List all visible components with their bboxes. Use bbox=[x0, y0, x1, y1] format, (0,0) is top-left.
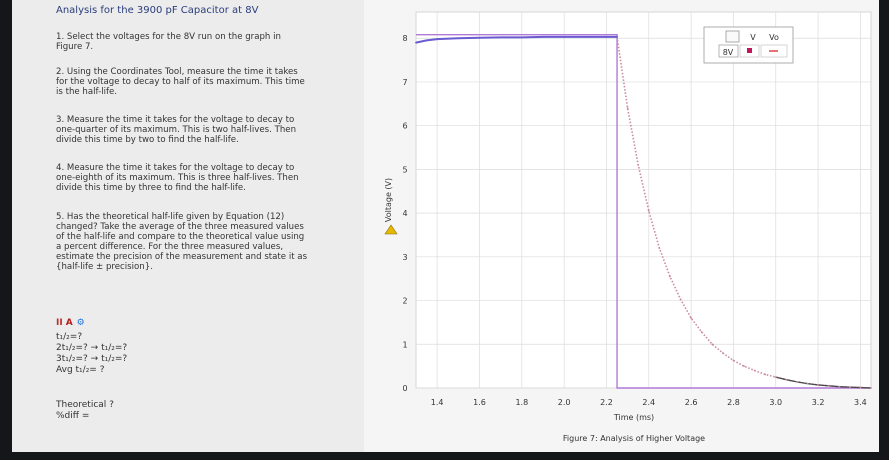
instructions-panel: Analysis for the 3900 pF Capacitor at 8V… bbox=[12, 0, 364, 452]
settings-icon[interactable]: ⚙ bbox=[76, 318, 85, 328]
data-point[interactable] bbox=[637, 164, 640, 166]
x-tick-label: 1.4 bbox=[431, 398, 444, 407]
series-vo-line[interactable] bbox=[416, 34, 871, 389]
data-point[interactable] bbox=[584, 36, 587, 38]
graph-panel: 0 1 2 3 4 5 6 7 8 1.4 1.6 1.8 2.0 2.2 2.4 2.6 2.8 3.0 3.2… bbox=[364, 0, 879, 452]
y-tick-label: 6 bbox=[402, 122, 407, 131]
equation-line-3[interactable]: 3t₁/₂=? → t₁/₂=? bbox=[56, 354, 128, 364]
y-tick-label: 5 bbox=[402, 165, 407, 174]
data-point[interactable] bbox=[436, 38, 439, 41]
step-2-text: 2. Using the Coordinates Tool, measure t… bbox=[56, 67, 305, 97]
theoretical-label[interactable]: Theoretical ? bbox=[56, 400, 114, 410]
y-tick-label: 2 bbox=[402, 297, 407, 306]
figure-caption: Figure 7: Analysis of Higher Voltage bbox=[563, 434, 705, 443]
data-point[interactable] bbox=[499, 36, 502, 39]
data-point[interactable] bbox=[542, 36, 544, 38]
data-point[interactable] bbox=[870, 387, 872, 389]
data-point[interactable] bbox=[700, 331, 703, 333]
x-tick-label: 2.4 bbox=[642, 398, 655, 407]
y-tick-label: 3 bbox=[402, 253, 407, 262]
data-point[interactable] bbox=[478, 36, 481, 39]
equation-line-2[interactable]: 2t₁/₂=? → t₁/₂=? bbox=[56, 343, 128, 353]
data-point[interactable] bbox=[563, 36, 566, 38]
legend-select-all-checkbox[interactable] bbox=[725, 30, 740, 43]
step-4-text: 4. Measure the time it takes for the vol… bbox=[56, 163, 299, 193]
data-point[interactable] bbox=[520, 36, 523, 39]
grid-lines bbox=[416, 12, 871, 389]
series-v-plateau[interactable] bbox=[415, 35, 618, 44]
text-format-icon[interactable]: A bbox=[65, 318, 73, 328]
data-point[interactable] bbox=[626, 107, 629, 110]
data-point[interactable] bbox=[425, 39, 428, 42]
y-tick-label: 1 bbox=[402, 340, 407, 349]
data-point[interactable] bbox=[457, 37, 460, 40]
x-tick-label: 1.6 bbox=[473, 398, 486, 407]
data-point[interactable] bbox=[838, 385, 841, 388]
data-point[interactable] bbox=[669, 275, 671, 278]
data-point[interactable] bbox=[817, 384, 819, 386]
data-point[interactable] bbox=[658, 247, 661, 249]
data-point[interactable] bbox=[711, 343, 714, 346]
data-point[interactable] bbox=[616, 36, 618, 38]
step-5-text: 5. Has the theoretical half-life given b… bbox=[56, 212, 308, 272]
data-point[interactable] bbox=[647, 210, 650, 212]
legend-col-v: V bbox=[750, 33, 756, 42]
data-point[interactable] bbox=[690, 317, 693, 319]
data-point[interactable] bbox=[753, 369, 756, 372]
x-tick-label: 2.8 bbox=[727, 398, 740, 407]
equation-line-1[interactable]: t₁/₂=? bbox=[56, 332, 83, 342]
data-point[interactable] bbox=[827, 384, 830, 387]
step-3-text: 3. Measure the time it takes for the vol… bbox=[56, 115, 297, 145]
step-1-text: 1. Select the voltages for the 8V run on… bbox=[56, 32, 281, 52]
y-tick-label: 8 bbox=[402, 34, 407, 43]
x-tick-label: 2.6 bbox=[685, 398, 698, 407]
x-tick-label: 2.2 bbox=[600, 398, 613, 407]
legend-v-swatch bbox=[747, 48, 752, 53]
data-point[interactable] bbox=[785, 378, 788, 381]
equation-line-4[interactable]: Avg t₁/₂= ? bbox=[56, 365, 105, 375]
warning-icon[interactable] bbox=[384, 224, 398, 235]
legend-box: V Vo 8V bbox=[703, 26, 794, 64]
y-tick-label: 0 bbox=[402, 384, 407, 393]
data-point[interactable] bbox=[743, 365, 745, 368]
x-tick-label: 2.0 bbox=[558, 398, 571, 407]
data-point[interactable] bbox=[679, 298, 682, 301]
data-point[interactable] bbox=[859, 386, 862, 389]
x-tick-label: 3.0 bbox=[769, 398, 782, 407]
data-point[interactable] bbox=[605, 36, 608, 38]
y-tick-label: 7 bbox=[402, 78, 407, 87]
percent-diff-label[interactable]: %diff = bbox=[56, 411, 90, 421]
x-axis-label: Time (ms) bbox=[613, 413, 654, 422]
x-tick-label: 3.4 bbox=[854, 398, 867, 407]
data-point[interactable] bbox=[774, 376, 777, 378]
legend-col-vo: Vo bbox=[769, 33, 779, 42]
plot-area[interactable] bbox=[415, 11, 872, 389]
data-point[interactable] bbox=[415, 41, 417, 44]
data-point[interactable] bbox=[848, 386, 851, 389]
data-point[interactable] bbox=[732, 359, 735, 362]
data-point[interactable] bbox=[806, 382, 809, 385]
y-tick-labels: 0 1 2 3 4 5 6 7 8 bbox=[402, 34, 407, 393]
x-tick-labels: 1.4 1.6 1.8 2.0 2.2 2.4 2.6 2.8 3.0 3.2 3.4 bbox=[431, 398, 867, 407]
legend-row-checkbox[interactable] bbox=[718, 44, 739, 58]
answer-toolbar: II A ⚙ bbox=[56, 318, 85, 328]
page-title: Analysis for the 3900 pF Capacitor at 8V bbox=[56, 5, 259, 16]
data-point[interactable] bbox=[796, 380, 798, 383]
app-screen: Analysis for the 3900 pF Capacitor at 8V… bbox=[12, 0, 879, 452]
x-tick-label: 3.2 bbox=[812, 398, 825, 407]
x-tick-label: 1.8 bbox=[515, 398, 528, 407]
series-v-tail[interactable] bbox=[775, 376, 872, 389]
pause-icon[interactable]: II bbox=[56, 318, 63, 328]
y-axis-label: Voltage (V) bbox=[384, 178, 393, 222]
data-point[interactable] bbox=[721, 352, 724, 354]
legend-vo-swatch bbox=[769, 50, 778, 52]
data-point[interactable] bbox=[764, 373, 767, 376]
chart-series bbox=[415, 34, 872, 389]
legend-row-label: 8V bbox=[723, 48, 734, 57]
voltage-chart[interactable]: 0 1 2 3 4 5 6 7 8 1.4 1.6 1.8 2.0 2.2 2.4 2.6 2.8 3.0 3.2… bbox=[364, 0, 879, 452]
y-tick-label: 4 bbox=[402, 209, 407, 218]
